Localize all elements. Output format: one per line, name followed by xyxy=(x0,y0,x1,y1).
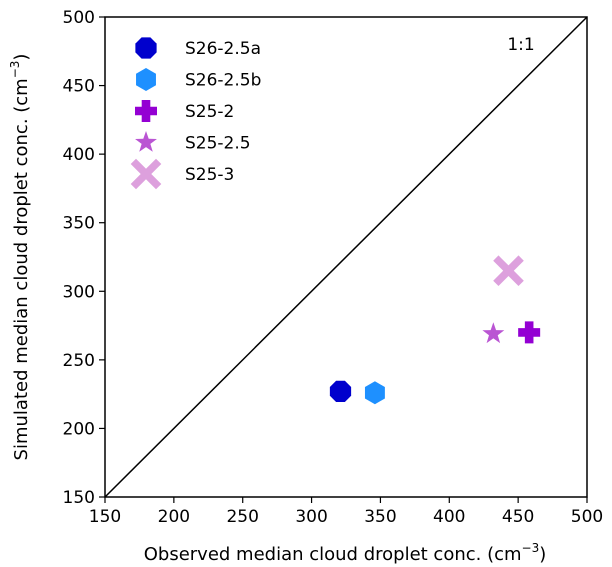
data-point-0 xyxy=(329,380,352,403)
x-tick-label-2: 250 xyxy=(226,507,258,527)
y-tick-label-6: 450 xyxy=(63,77,95,97)
plot-frame xyxy=(104,16,588,498)
plot-layer xyxy=(104,16,588,498)
x-tick-label-7: 500 xyxy=(571,507,603,527)
x-tick-label-4: 350 xyxy=(364,507,396,527)
legend-marker-4 xyxy=(130,158,162,190)
reference-line-label: 1:1 xyxy=(507,35,534,55)
legend-label-4: S25-3 xyxy=(185,165,234,185)
x-tick-label-5: 400 xyxy=(433,507,465,527)
data-point-4 xyxy=(493,255,524,287)
x-tick-label-1: 200 xyxy=(158,507,190,527)
y-tick-label-2: 250 xyxy=(63,351,95,371)
legend-marker-0 xyxy=(135,37,157,59)
legend-marker-3 xyxy=(135,131,157,152)
legend-label-1: S26-2.5b xyxy=(185,71,261,91)
legend-label-2: S25-2 xyxy=(185,102,234,122)
y-axis-label: Simulated median cloud droplet conc. (cm… xyxy=(8,54,32,461)
legend-label-0: S26-2.5a xyxy=(185,39,261,59)
x-tick-label-3: 300 xyxy=(295,507,327,527)
one-to-one-line xyxy=(104,16,588,498)
y-tick-label-3: 300 xyxy=(63,282,95,302)
data-point-3 xyxy=(482,322,505,344)
y-tick-label-7: 500 xyxy=(63,8,95,28)
y-tick-label-0: 150 xyxy=(63,488,95,508)
x-tick-label-6: 450 xyxy=(502,507,534,527)
legend: S26-2.5a S26-2.5b S25-2 S25-2.5 S25-3 xyxy=(130,37,261,190)
y-tick-label-5: 400 xyxy=(63,145,95,165)
x-axis-label: Observed median cloud droplet conc. (cm−… xyxy=(144,541,547,565)
data-point-2 xyxy=(518,321,541,344)
legend-marker-2 xyxy=(135,100,157,122)
data-point-1 xyxy=(364,381,385,405)
axes: 150 200 250 300 350 400 450 500 150 200 250 300 350 4… xyxy=(63,8,604,527)
y-tick-label-4: 350 xyxy=(63,214,95,234)
y-tick-label-1: 200 xyxy=(63,419,95,439)
legend-label-3: S25-2.5 xyxy=(185,134,251,154)
x-tick-label-0: 150 xyxy=(89,507,121,527)
legend-marker-1 xyxy=(136,68,156,91)
